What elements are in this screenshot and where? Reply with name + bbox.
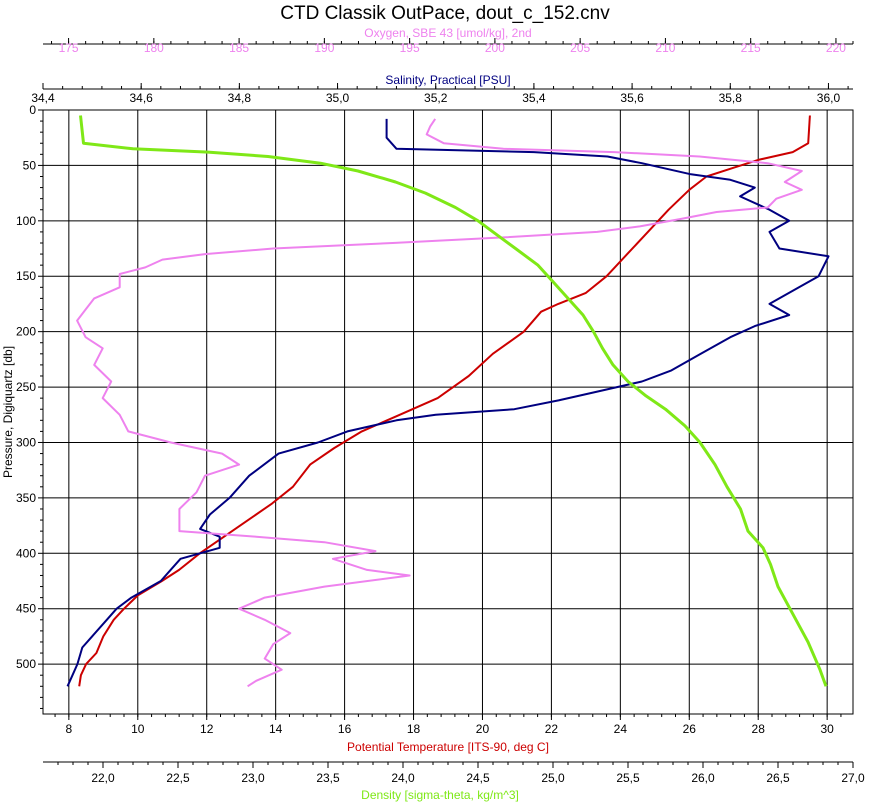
temperature-axis-tick-label: 10 (131, 722, 145, 736)
salinity-axis-tick-label: 34,6 (130, 91, 154, 105)
density-axis-tick-label: 27,0 (841, 771, 865, 785)
density-axis-tick-label: 22,0 (91, 771, 115, 785)
salinity-axis-tick-label: 34,8 (228, 91, 252, 105)
temperature-axis-tick-label: 24 (614, 722, 628, 736)
y-axis-tick-label: 500 (16, 657, 36, 671)
density-axis-tick-label: 23,5 (316, 771, 340, 785)
density-axis-tick-label: 25,0 (541, 771, 565, 785)
oxygen-axis-tick-label: 180 (144, 41, 164, 55)
oxygen-axis-label: Oxygen, SBE 43 [umol/kg], 2nd (364, 26, 531, 40)
data-series (66, 115, 830, 688)
temperature-axis-tick-label: 14 (269, 722, 283, 736)
y-axis-tick-label: 250 (16, 380, 36, 394)
oxygen-series-line (76, 118, 803, 688)
temperature-axis-tick-label: 18 (407, 722, 421, 736)
temperature-axis-tick-label: 8 (66, 722, 73, 736)
salinity-axis-label: Salinity, Practical [PSU] (385, 73, 510, 87)
temperature-axis-tick-label: 28 (752, 722, 766, 736)
salinity-axis-tick-label: 36,0 (817, 91, 841, 105)
salinity-axis-tick-label: 35,0 (326, 91, 350, 105)
density-series-line (79, 115, 828, 687)
grid-lines (43, 110, 853, 714)
y-axis-tick-label: 350 (16, 491, 36, 505)
y-axis-tick-label: 400 (16, 546, 36, 560)
salinity-axis-tick-label: 35,4 (522, 91, 546, 105)
temperature-axis-tick-label: 26 (683, 722, 697, 736)
oxygen-axis-tick-label: 220 (826, 41, 846, 55)
salinity-axis-tick-label: 35,2 (424, 91, 448, 105)
density-axis-label: Density [sigma-theta, kg/m^3] (361, 788, 519, 802)
oxygen-axis-tick-label: 210 (655, 41, 675, 55)
density-axis-tick-label: 22,5 (166, 771, 190, 785)
temperature-axis-tick-label: 12 (200, 722, 214, 736)
density-axis-tick-label: 24,5 (466, 771, 490, 785)
y-axis-tick-label: 300 (16, 435, 36, 449)
salinity-axis-tick-label: 35,8 (719, 91, 743, 105)
y-axis-tick-label: 200 (16, 325, 36, 339)
oxygen-axis-tick-label: 190 (314, 41, 334, 55)
oxygen-axis-tick-label: 200 (485, 41, 505, 55)
temperature-axis-tick-label: 22 (545, 722, 559, 736)
y-axis-tick-label: 450 (16, 602, 36, 616)
axes: 0 50 100 150 200 250 300 350 400 450 500 175 180 185 1… (16, 26, 865, 802)
density-axis-tick-label: 25,5 (616, 771, 640, 785)
chart-title: CTD Classik OutPace, dout_c_152.cnv (280, 3, 610, 24)
density-axis-tick-label: 26,0 (691, 771, 715, 785)
plot-frame (42, 109, 854, 715)
oxygen-axis-tick-label: 175 (59, 41, 79, 55)
density-axis-tick-label: 26,5 (766, 771, 790, 785)
y-axis-tick-label: 100 (16, 214, 36, 228)
oxygen-axis-tick-label: 195 (400, 41, 420, 55)
salinity-axis-tick-label: 34,4 (31, 91, 55, 105)
density-axis-tick-label: 24,0 (391, 771, 415, 785)
temperature-axis-tick-label: 16 (338, 722, 352, 736)
oxygen-axis-tick-label: 205 (570, 41, 590, 55)
temperature-axis-tick-label: 20 (476, 722, 490, 736)
oxygen-axis-tick-label: 185 (229, 41, 249, 55)
temperature-series-line (78, 115, 811, 687)
y-axis-tick-label: 150 (16, 269, 36, 283)
salinity-axis-tick-label: 35,6 (620, 91, 644, 105)
y-axis-tick-label: 0 (29, 103, 36, 117)
y-axis-label: Pressure, Digiquartz [db] (1, 346, 15, 478)
oxygen-axis-tick-label: 215 (741, 41, 761, 55)
temperature-axis-label: Potential Temperature [ITS-90, deg C] (347, 740, 549, 754)
salinity-series-line (66, 118, 830, 687)
density-axis-tick-label: 23,0 (241, 771, 265, 785)
y-axis-tick-label: 50 (23, 158, 37, 172)
temperature-axis-tick-label: 30 (820, 722, 834, 736)
